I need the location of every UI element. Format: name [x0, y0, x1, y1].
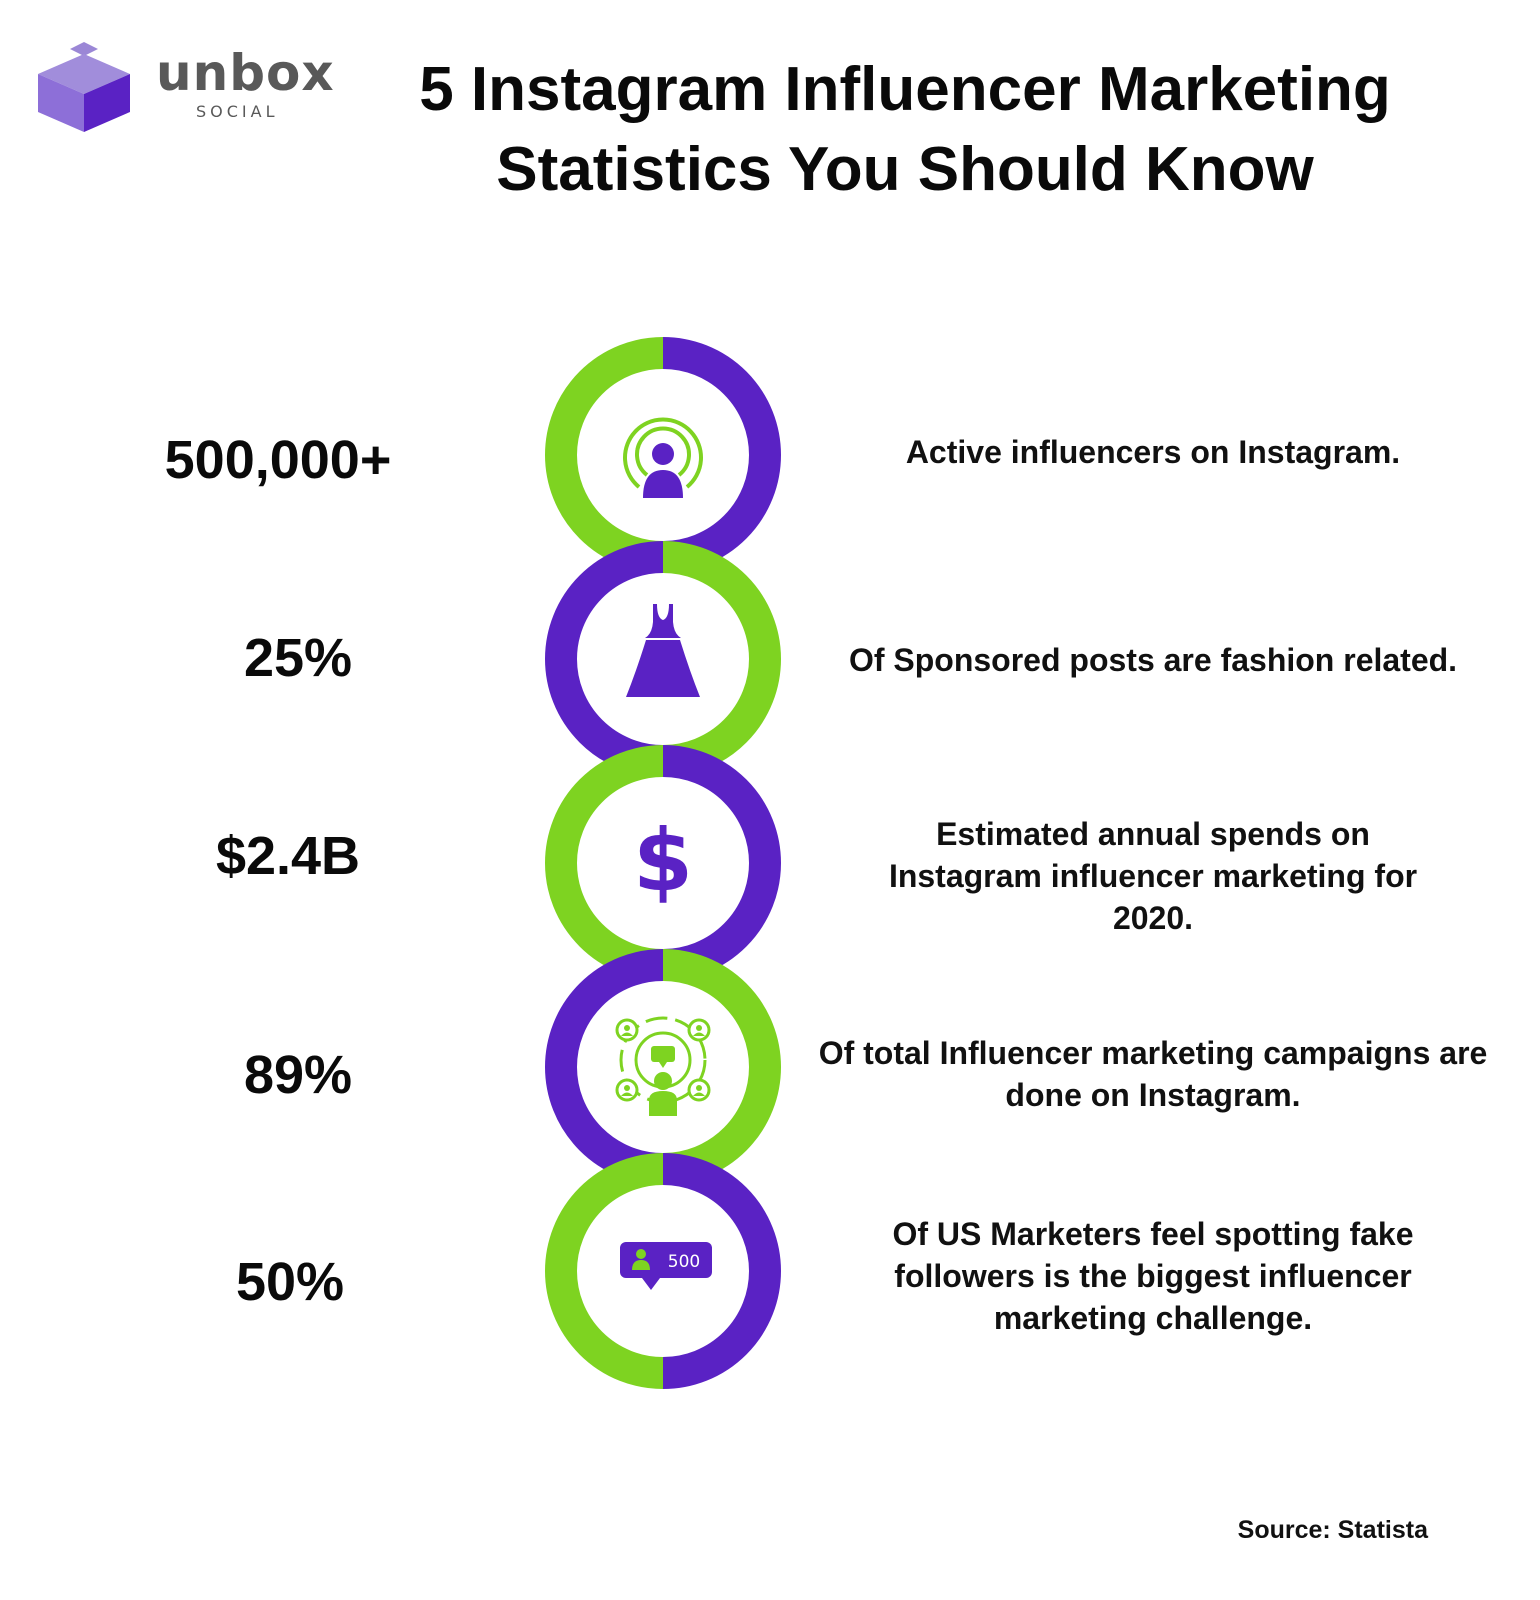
follower-count-icon: 500: [620, 1242, 712, 1290]
ring-1-right-arc: [662, 337, 781, 573]
title-line-1: 5 Instagram Influencer Marketing: [419, 55, 1391, 124]
ring-4-right-arc: [662, 949, 781, 1185]
stat-description-2: Of Sponsored posts are fashion related.: [848, 642, 1458, 678]
ring-3-left-arc: [545, 745, 664, 981]
source-note: Source: Statista: [1237, 1516, 1428, 1544]
broadcast-person-icon: [623, 417, 703, 498]
title-line-2: Statistics You Should Know: [496, 135, 1314, 204]
ring-2-left-arc: [545, 541, 664, 777]
dollar-icon: $: [633, 811, 693, 911]
dress-icon: [626, 604, 700, 697]
follower-count-text: 500: [668, 1252, 700, 1272]
page-title: 5 Instagram Influencer Marketing Statist…: [330, 50, 1480, 210]
ring-1-left-arc: [545, 337, 664, 573]
stat-value-5: 50%: [235, 1252, 345, 1312]
ring-4-left-arc: [545, 949, 664, 1185]
ring-3-right-arc: [662, 745, 781, 981]
logo-wordmark: unbox: [156, 44, 335, 102]
logo-tagline: SOCIAL: [196, 102, 279, 121]
brand-logo: unbox SOCIAL: [36, 36, 334, 136]
stat-value-4: 89%: [243, 1045, 353, 1105]
stat-value-2: 25%: [243, 628, 353, 688]
stat-value-1: 500,000+: [164, 430, 392, 490]
network-people-icon: [615, 1016, 711, 1116]
stat-description-4: Of total Influencer marketing campaigns …: [818, 1035, 1488, 1113]
ring-2-right-arc: [662, 541, 781, 777]
stat-description-1: Active influencers on Instagram.: [905, 434, 1401, 470]
stat-description-3: Estimated annual spends on Instagram inf…: [888, 816, 1418, 936]
ring-5-right-arc: [662, 1153, 781, 1389]
ring-5-left-arc: [545, 1153, 664, 1389]
stat-description-5: Of US Marketers feel spotting fake follo…: [892, 1216, 1414, 1336]
stat-value-3: $2.4B: [215, 826, 361, 886]
box-logo-icon: [38, 42, 130, 132]
